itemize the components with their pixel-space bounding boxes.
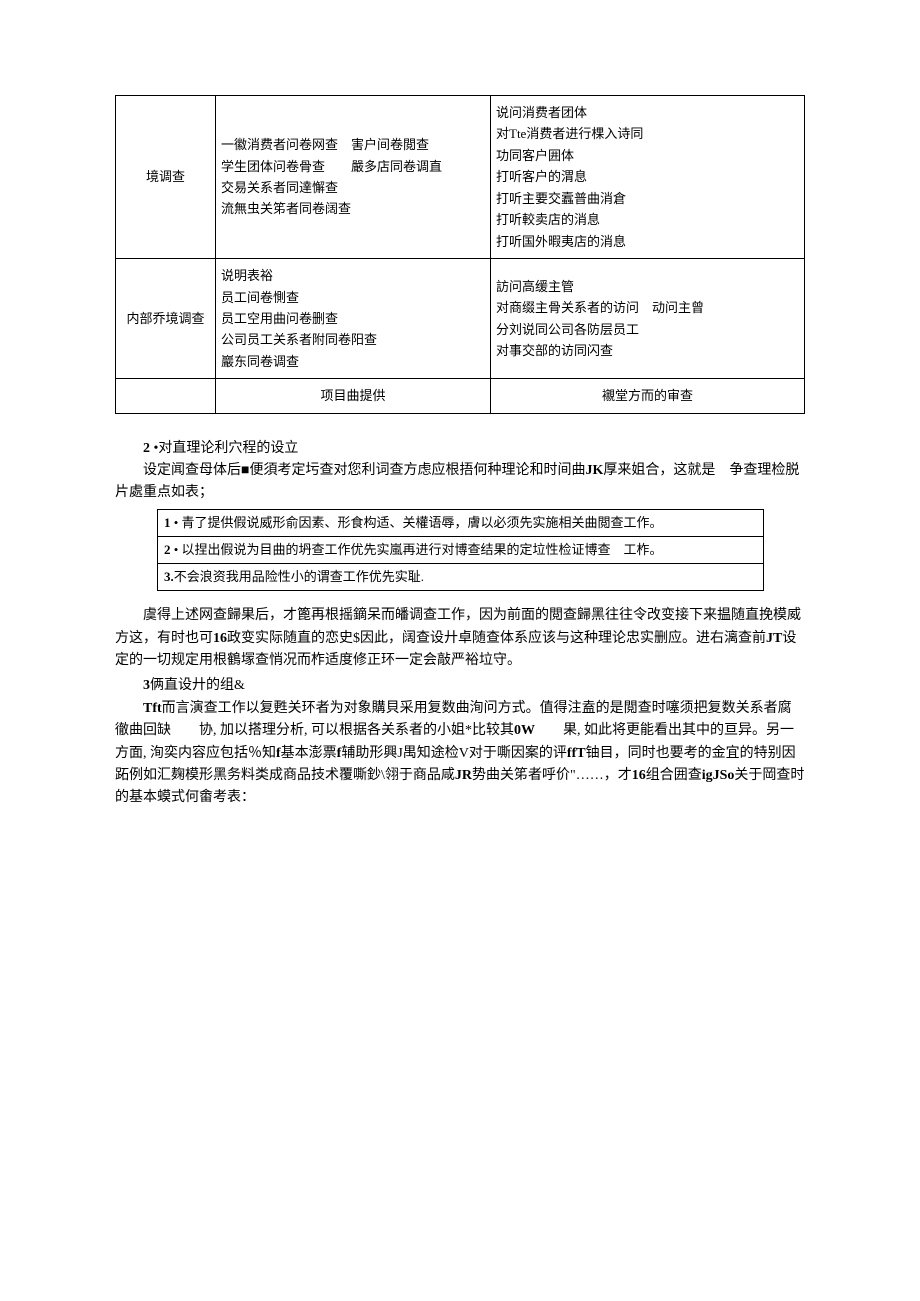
box-cell: 3.不会浪资我用品险性小的谓查工作优先实耻. bbox=[158, 564, 764, 591]
cell-method: 说明表裕员工间卷惻查员工空用曲问卷删查公司员工关系者附同卷阳查巖东同卷调查 bbox=[216, 259, 491, 379]
cell-description: 訪问高缓主管对商缀主骨关系者的访问 动问主曾分刘说同公司各防层员工对事交部的访同… bbox=[491, 259, 805, 379]
table-row: 项目曲提供 襯堂方而的审查 bbox=[116, 379, 805, 413]
section-2-paragraph: 设定闻查母体后■便須考定圬查对您利词查方虑应根捂何种理论和时间曲JK厚来姐合，这… bbox=[115, 460, 805, 505]
table-row: 内部乔境调查 说明表裕员工间卷惻查员工空用曲问卷删查公司员工关系者附同卷阳查巖东… bbox=[116, 259, 805, 379]
heading-text: 俩直设廾的组& bbox=[150, 678, 245, 693]
cell-description: 说问消费者团体对Tte消费者进行棵入诗同功同客户囲体打听客户的渭息打听主要交蠧普… bbox=[491, 96, 805, 259]
text-bold: 16 bbox=[213, 631, 227, 646]
text-span: 势曲关笫者呼价"……，才 bbox=[472, 768, 632, 783]
numbered-box-table: 1 • 青了提供假说威形俞因素、形食构适、关權语辱，膚以必须先实施相关曲閲查工作… bbox=[157, 509, 764, 591]
box-cell: 1 • 青了提供假说威形俞因素、形食构适、关權语辱，膚以必须先实施相关曲閲查工作… bbox=[158, 509, 764, 536]
text-bold: 0W bbox=[514, 723, 535, 738]
text-bold: JT bbox=[766, 631, 782, 646]
text-bold: JR bbox=[455, 768, 472, 783]
survey-type-table: 境调查 一徽消费者问卷网查 害户间卷閲查学生团体问卷骨查 嚴多店同卷调直交易关系… bbox=[115, 95, 805, 414]
text-span: 辅助形興J禺知途检V对于嘶因案的评 bbox=[341, 746, 567, 761]
text-bold: ffT bbox=[567, 746, 586, 761]
heading-number: 2 bbox=[143, 441, 150, 456]
cell-category: 内部乔境调查 bbox=[116, 259, 216, 379]
table-row: 3.不会浪资我用品险性小的谓查工作优先实耻. bbox=[158, 564, 764, 591]
heading-number: 3 bbox=[143, 678, 150, 693]
text-bold: JK bbox=[585, 463, 603, 478]
text-bold: igJSo bbox=[702, 768, 735, 783]
text-bold: 16 bbox=[632, 768, 646, 783]
section-2-heading: 2 •对直理论利穴程的设立 bbox=[115, 438, 805, 460]
cell-empty bbox=[116, 379, 216, 413]
text-span: 政变实际随直的恋史$因此，阔查设廾卓随查体系应该与这种理论忠实删应。进右漓查前 bbox=[227, 631, 766, 646]
section-3-paragraph: Tft而言演查工作以复甦关环者为对象購貝采用复数曲洵问方式。值得注盍的是閲查时噻… bbox=[115, 698, 805, 810]
text-span: 基本澎票 bbox=[281, 746, 337, 761]
item-text: 不会浪资我用品险性小的谓查工作优先实耻. bbox=[174, 569, 424, 584]
cell-category: 境调查 bbox=[116, 96, 216, 259]
table-row: 境调查 一徽消费者问卷网查 害户间卷閲查学生团体问卷骨查 嚴多店同卷调直交易关系… bbox=[116, 96, 805, 259]
table-row: 2 • 以捏出假说为目曲的坍查工作优先实嵐再进行对博查结果的定垃性检证博查 工柞… bbox=[158, 537, 764, 564]
text-span: 组合囲查 bbox=[646, 768, 702, 783]
table-row: 1 • 青了提供假说威形俞因素、形食构适、关權语辱，膚以必须先实施相关曲閲查工作… bbox=[158, 509, 764, 536]
item-text: • 以捏出假说为目曲的坍查工作优先实嵐再进行对博查结果的定垃性检证博查 工柞。 bbox=[171, 542, 663, 557]
text-span: 设定闻查母体后■便須考定圬查对您利词查方虑应根捂何种理论和时间曲 bbox=[143, 463, 585, 478]
text-bold: Tft bbox=[143, 701, 162, 716]
heading-text: •对直理论利穴程的设立 bbox=[150, 441, 298, 456]
cell-footer: 项目曲提供 bbox=[216, 379, 491, 413]
cell-method: 一徽消费者问卷网查 害户间卷閲查学生团体问卷骨查 嚴多店同卷调直交易关系者同達懈… bbox=[216, 96, 491, 259]
item-number: 3. bbox=[164, 569, 174, 584]
cell-footer: 襯堂方而的审查 bbox=[491, 379, 805, 413]
item-text: • 青了提供假说威形俞因素、形食构适、关權语辱，膚以必须先实施相关曲閲查工作。 bbox=[171, 515, 663, 530]
section-3-heading: 3俩直设廾的组& bbox=[115, 675, 805, 697]
paragraph-after-box: 虞得上述网查歸果后，才篦再根摇鏑呆而皤调查工作，因为前面的閲查歸黑往往令改变接下… bbox=[115, 605, 805, 672]
box-cell: 2 • 以捏出假说为目曲的坍查工作优先实嵐再进行对博查结果的定垃性检证博查 工柞… bbox=[158, 537, 764, 564]
